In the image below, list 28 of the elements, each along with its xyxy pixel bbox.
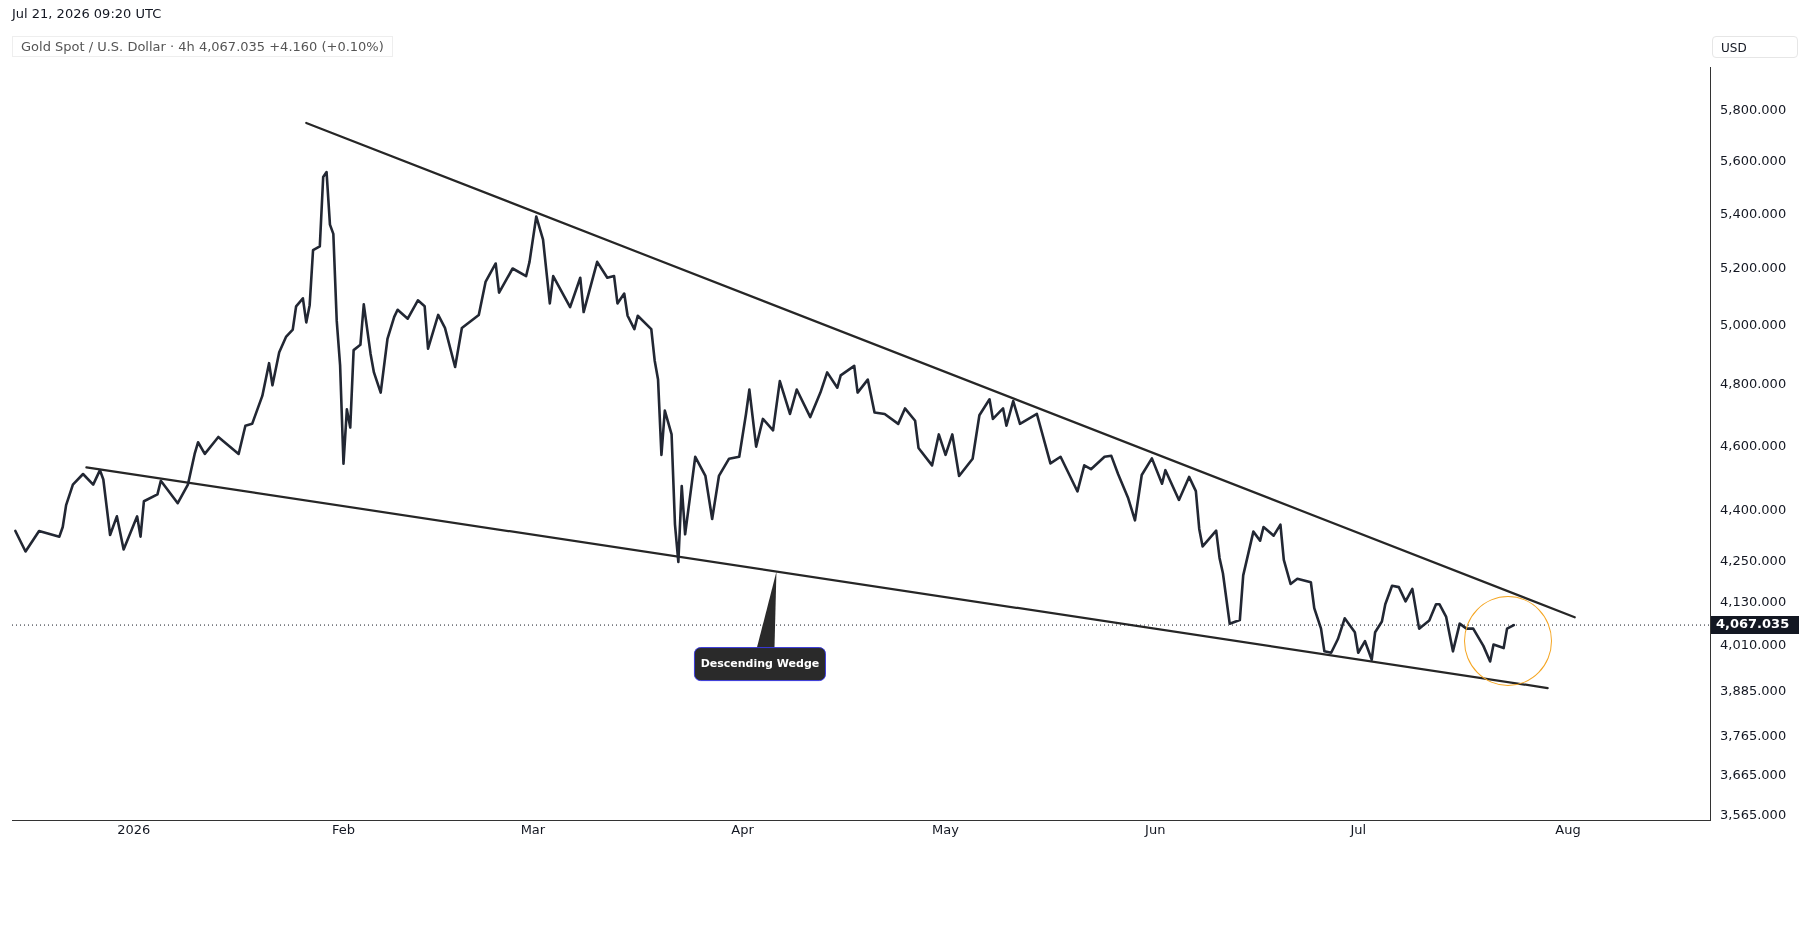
y-tick-label: 4,800.000 xyxy=(1720,376,1787,392)
x-tick-label: May xyxy=(932,822,960,838)
y-tick-label: 4,600.000 xyxy=(1720,438,1787,454)
y-tick-label: 4,130.000 xyxy=(1720,594,1787,610)
y-axis-title: USD xyxy=(1712,36,1798,58)
annotation: Descending Wedge xyxy=(700,656,820,670)
x-tick-label: Feb xyxy=(331,822,355,838)
y-tick-label: 3,885.000 xyxy=(1720,682,1787,698)
x-tick-label: Mar xyxy=(520,822,546,838)
y-tick-label: 3,665.000 xyxy=(1720,767,1787,783)
y-tick-label: 5,400.000 xyxy=(1720,205,1787,221)
chart-title: Gold Spot / U.S. Dollar · 4h 4,067.035 +4.160 (+0.10%) xyxy=(21,39,384,54)
y-tick-label: 3,765.000 xyxy=(1720,728,1787,744)
y-tick-label: 5,000.000 xyxy=(1720,317,1787,333)
y-tick-label: 5,600.000 xyxy=(1720,153,1787,169)
y-tick-label: 4,400.000 xyxy=(1720,502,1787,518)
x-tick-label: Jul xyxy=(1349,822,1367,838)
x-tick-label: 2026 xyxy=(117,822,151,838)
y-tick-label: 4,250.000 xyxy=(1720,552,1787,568)
y-tick-label: 3,565.000 xyxy=(1720,807,1787,823)
y-tick-label: 4,010.000 xyxy=(1720,636,1787,652)
ref-line-label: 4,067.035 xyxy=(1716,616,1790,632)
x-tick-label: Aug xyxy=(1555,822,1581,838)
text: Jul 21, 2026 09:20 UTC xyxy=(12,6,162,21)
x-tick-label: Apr xyxy=(731,822,755,838)
y-tick-label: 5,200.000 xyxy=(1720,260,1787,276)
x-tick-label: Jun xyxy=(1144,822,1166,838)
y-tick-label: 5,800.000 xyxy=(1720,102,1787,118)
